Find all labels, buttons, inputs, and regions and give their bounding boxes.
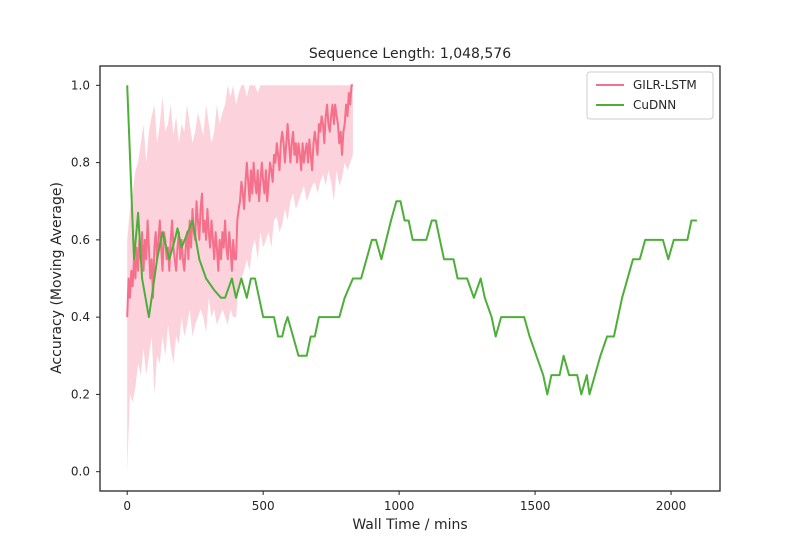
y-tick-label: 0.6 xyxy=(71,233,90,247)
y-tick-label: 1.0 xyxy=(71,78,90,92)
x-axis-label: Wall Time / mins xyxy=(352,517,467,533)
x-tick-label: 1000 xyxy=(384,499,415,513)
chart-title: Sequence Length: 1,048,576 xyxy=(309,46,511,62)
y-tick-label: 0.0 xyxy=(71,465,90,479)
legend: GILR-LSTM CuDNN xyxy=(586,71,714,120)
x-tick-label: 2000 xyxy=(656,499,687,513)
y-tick-label: 0.2 xyxy=(71,387,90,401)
y-axis-ticks: 0.0 0.2 0.4 0.6 0.8 1.0 xyxy=(71,78,100,479)
legend-box xyxy=(586,71,714,120)
y-axis-label: Accuracy (Moving Average) xyxy=(49,182,65,374)
x-tick-label: 500 xyxy=(252,499,275,513)
x-axis-ticks: 0 500 1000 1500 2000 xyxy=(123,491,686,513)
legend-label-gilr-lstm: GILR-LSTM xyxy=(633,78,697,92)
plot-frame xyxy=(99,65,721,492)
series-line-cudnn xyxy=(126,85,697,396)
confidence-band-layer xyxy=(127,85,353,472)
legend-label-cudnn: CuDNN xyxy=(633,98,676,112)
x-tick-label: 1500 xyxy=(520,499,551,513)
band-gilr-lstm xyxy=(127,85,353,472)
series-line-layer xyxy=(126,84,697,396)
y-tick-label: 0.8 xyxy=(71,156,90,170)
y-tick-label: 0.4 xyxy=(71,310,90,324)
x-tick-label: 0 xyxy=(123,499,131,513)
